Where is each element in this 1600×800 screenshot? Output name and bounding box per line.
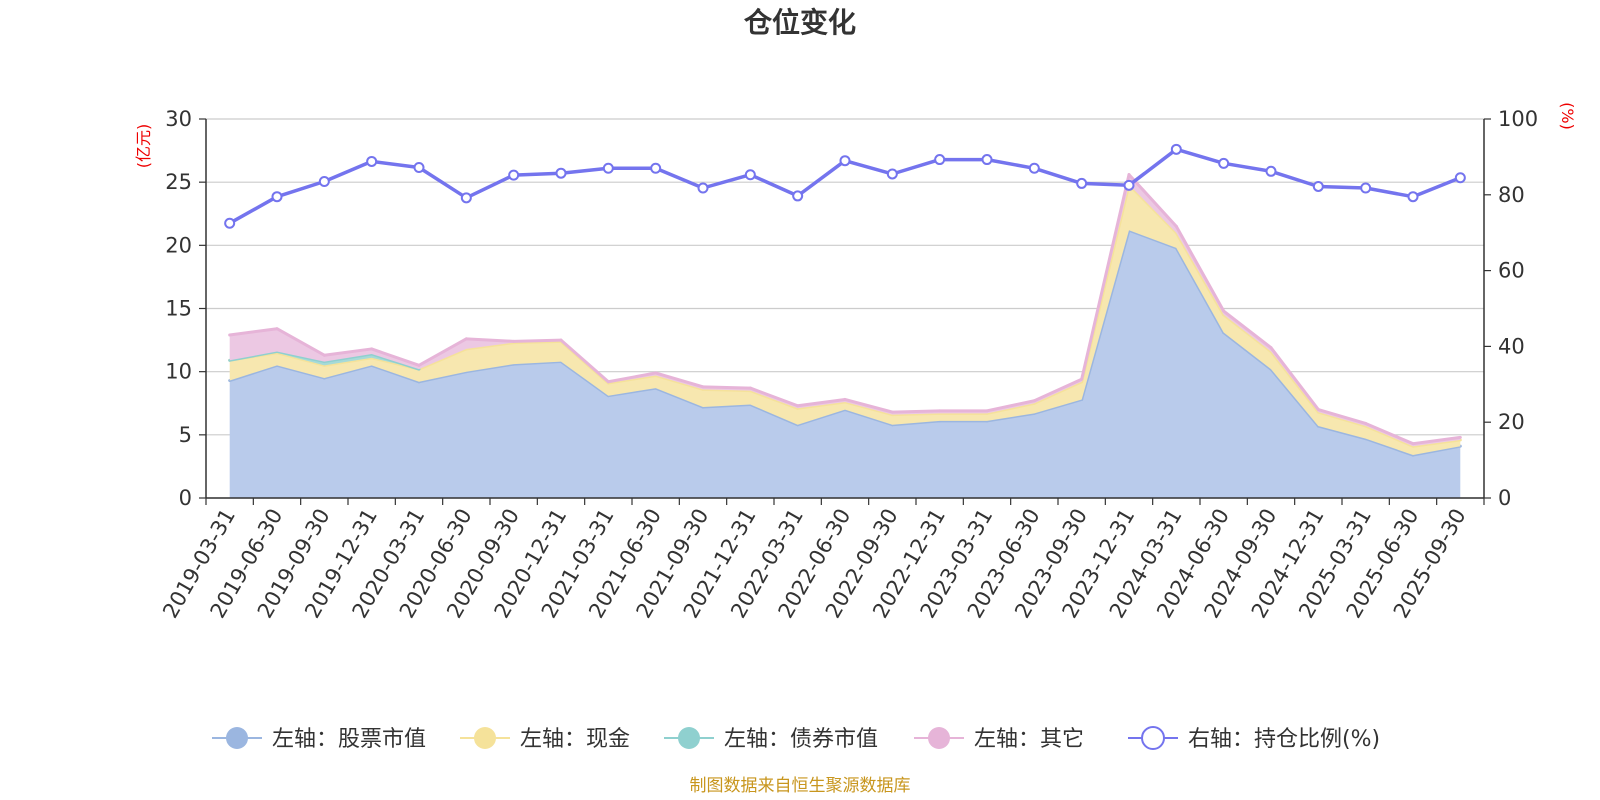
- legend-label-4: 右轴：持仓比例(%): [1188, 727, 1380, 752]
- area-edge-3: [701, 385, 752, 390]
- holding-ratio-point: [981, 154, 993, 166]
- right-tick-label: 20: [1498, 410, 1525, 434]
- legend-marker-0: [226, 727, 248, 749]
- area-edge-3: [417, 337, 468, 367]
- area-edge-1: [748, 389, 800, 410]
- area-edge-1: [464, 341, 516, 351]
- holding-ratio-point: [650, 162, 662, 174]
- left-tick-label: 20: [165, 233, 192, 257]
- left-tick-label: 10: [165, 360, 192, 384]
- area-edge-3: [654, 371, 705, 389]
- left-tick-label: 30: [165, 107, 192, 131]
- holding-ratio-point: [1028, 162, 1040, 174]
- area-edge-0: [1411, 444, 1462, 457]
- area-edge-0: [890, 419, 942, 427]
- holding-ratio-point: [1407, 191, 1419, 203]
- holding-ratio-point: [460, 192, 472, 204]
- holding-ratio-point: [1170, 143, 1182, 155]
- left-tick-label: 5: [179, 423, 192, 447]
- area-edge-3: [275, 327, 326, 357]
- right-tick-label: 80: [1498, 183, 1525, 207]
- legend-label-1: 左轴：现金: [520, 727, 630, 752]
- legend-label-2: 左轴：债券市值: [724, 727, 878, 752]
- area-edge-3: [796, 397, 847, 408]
- area-edge-3: [1127, 173, 1178, 228]
- holding-ratio-point: [555, 167, 567, 179]
- right-tick-label: 0: [1498, 486, 1511, 510]
- area-edge-3: [890, 409, 942, 414]
- right-tick-label: 60: [1498, 259, 1525, 283]
- holding-ratio-point: [1360, 182, 1372, 194]
- holding-ratio-point: [839, 155, 851, 167]
- holding-ratio-point: [508, 169, 520, 181]
- area-edge-3: [748, 386, 800, 408]
- chart-title: 仓位变化: [744, 6, 856, 39]
- area-edge-3: [1080, 173, 1131, 381]
- area-edge-0: [1222, 331, 1273, 371]
- area-edge-1: [417, 347, 468, 371]
- area-edge-3: [464, 337, 516, 343]
- holding-ratio-point: [1312, 180, 1324, 192]
- area-series-0: [229, 230, 1461, 498]
- area-edge-3: [1364, 421, 1415, 446]
- holding-ratio-point: [1454, 172, 1466, 184]
- holding-ratio-point: [224, 217, 236, 229]
- data-source-note: 制图数据来自恒生聚源数据库: [690, 776, 911, 796]
- area-edge-3: [985, 399, 1036, 413]
- holding-ratio-point: [318, 176, 330, 188]
- holding-ratio-point: [934, 154, 946, 166]
- left-tick-label: 25: [165, 170, 192, 194]
- area-edge-0: [654, 386, 705, 409]
- right-tick-label: 40: [1498, 334, 1525, 358]
- holding-ratio-point: [1218, 157, 1230, 169]
- area-edge-3: [1174, 224, 1226, 313]
- holding-ratio-point: [366, 155, 378, 167]
- area-edge-0: [701, 403, 752, 409]
- area-edge-3: [228, 327, 279, 337]
- area-series-1: [229, 184, 1461, 455]
- area-edge-3: [1269, 346, 1320, 412]
- area-edge-3: [1411, 435, 1462, 446]
- area-edge-3: [606, 371, 658, 384]
- legend: 左轴：股票市值 左轴：现金 左轴：债券市值 左轴：其它 右轴：持仓比例(%): [212, 726, 1380, 752]
- right-axis-unit: (%): [1558, 102, 1577, 130]
- area-edge-0: [1364, 437, 1415, 457]
- stacked-areas: [228, 173, 1462, 498]
- holding-ratio-point: [413, 162, 425, 174]
- area-edge-3: [1032, 377, 1084, 403]
- area-edge-3: [1316, 408, 1368, 425]
- holding-ratio-line: [224, 143, 1466, 229]
- legend-label-3: 左轴：其它: [974, 727, 1084, 752]
- area-edge-1: [1364, 424, 1415, 448]
- holding-ratio-point: [271, 191, 283, 203]
- holding-ratio-point: [697, 182, 709, 194]
- left-tick-label: 0: [179, 486, 192, 510]
- left-tick-label: 15: [165, 297, 192, 321]
- holding-ratio-point: [1123, 179, 1135, 191]
- area-edge-0: [748, 403, 800, 427]
- holding-ratio-point: [886, 168, 898, 180]
- legend-marker-3: [928, 727, 950, 749]
- area-edge-3: [370, 347, 421, 367]
- holding-ratio-point: [1076, 177, 1088, 189]
- legend-marker-4: [1141, 726, 1165, 750]
- area-edge-3: [1222, 309, 1273, 350]
- legend-label-0: 左轴：股票市值: [272, 727, 426, 752]
- left-axis-unit: (亿元): [134, 124, 153, 169]
- area-edge-3: [512, 338, 563, 343]
- right-tick-label: 100: [1498, 107, 1538, 131]
- legend-marker-2: [678, 727, 700, 749]
- area-edge-3: [843, 397, 894, 414]
- holding-ratio-point: [792, 190, 804, 202]
- legend-marker-1: [474, 727, 496, 749]
- holding-ratio-point: [1265, 165, 1277, 177]
- holding-ratio-point: [744, 169, 756, 181]
- area-edge-3: [322, 347, 374, 357]
- holding-ratio-point: [602, 162, 614, 174]
- area-edge-3: [559, 338, 610, 384]
